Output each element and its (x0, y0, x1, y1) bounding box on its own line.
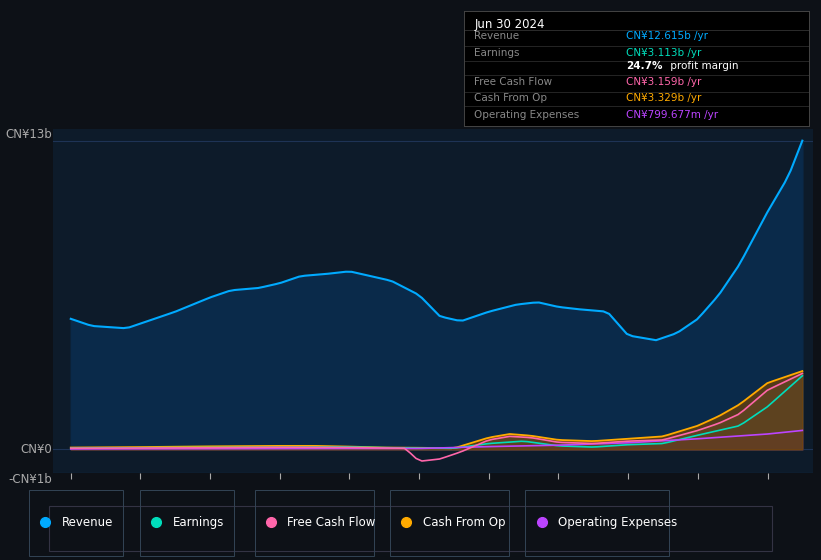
Text: Revenue: Revenue (62, 516, 113, 529)
Text: Free Cash Flow: Free Cash Flow (475, 77, 553, 87)
Text: Free Cash Flow: Free Cash Flow (287, 516, 376, 529)
Text: CN¥13b: CN¥13b (5, 128, 52, 141)
Bar (525, 489, 669, 556)
Bar (140, 489, 234, 556)
Text: CN¥0: CN¥0 (20, 443, 52, 456)
Bar (390, 489, 509, 556)
Text: 24.7%: 24.7% (626, 61, 663, 71)
Bar (29, 489, 123, 556)
Text: Cash From Op: Cash From Op (475, 94, 548, 104)
Text: profit margin: profit margin (667, 61, 739, 71)
Bar (49, 506, 772, 551)
Bar (255, 489, 374, 556)
Text: Jun 30 2024: Jun 30 2024 (475, 18, 544, 31)
Text: Earnings: Earnings (172, 516, 224, 529)
Text: CN¥3.159b /yr: CN¥3.159b /yr (626, 77, 701, 87)
Text: Operating Expenses: Operating Expenses (475, 110, 580, 119)
Text: Revenue: Revenue (475, 31, 520, 41)
Text: Operating Expenses: Operating Expenses (558, 516, 677, 529)
Text: Earnings: Earnings (475, 48, 520, 58)
Text: -CN¥1b: -CN¥1b (8, 473, 52, 486)
Text: CN¥3.113b /yr: CN¥3.113b /yr (626, 48, 701, 58)
Text: Cash From Op: Cash From Op (423, 516, 505, 529)
Text: CN¥3.329b /yr: CN¥3.329b /yr (626, 94, 701, 104)
Text: CN¥799.677m /yr: CN¥799.677m /yr (626, 110, 718, 119)
Text: CN¥12.615b /yr: CN¥12.615b /yr (626, 31, 708, 41)
